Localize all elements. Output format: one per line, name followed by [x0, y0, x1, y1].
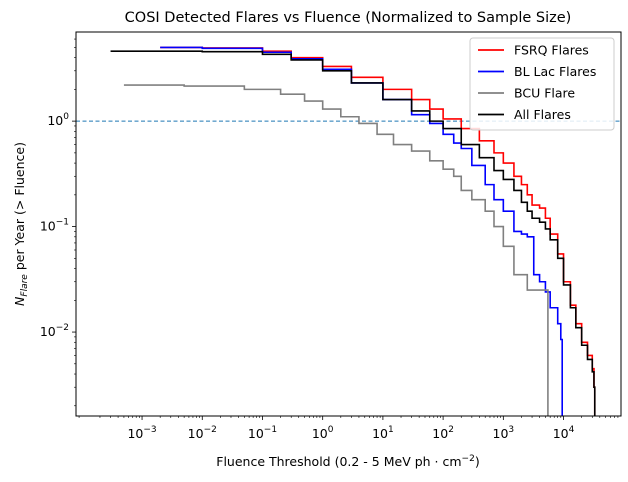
- x-axis-label-main: Fluence Threshold (0.2 - 5 MeV ph · cm: [216, 454, 461, 469]
- x-tick-label: 104: [553, 425, 575, 441]
- y-tick-label: 10−2: [40, 323, 69, 339]
- series-line-bl-lac-flares: [160, 46, 563, 416]
- y-axis-label: NFlare per Year (> Fluence): [12, 142, 30, 306]
- legend-label: BL Lac Flares: [514, 64, 596, 79]
- y-axis-label-main: N: [12, 296, 27, 306]
- x-tick-label: 100: [312, 425, 334, 441]
- series-layer: [110, 46, 596, 416]
- chart-title: COSI Detected Flares vs Fluence (Normali…: [125, 10, 572, 26]
- legend-label: All Flares: [514, 107, 571, 122]
- x-tick-label: 103: [493, 425, 515, 441]
- y-axis: 10−2 10−1 100: [40, 38, 76, 407]
- x-axis-label-end: ): [475, 454, 480, 469]
- x-tick-label: 101: [372, 425, 394, 441]
- legend-label: BCU Flare: [514, 86, 575, 101]
- x-axis: 10−3 10−2 10−1 100 101 102 103 104: [78, 416, 619, 441]
- y-axis-label-rest: per Year (> Fluence): [12, 142, 27, 274]
- y-axis-label-sub: Flare: [20, 274, 30, 297]
- plot-frame: [75, 31, 622, 417]
- series-line-all-flares: [110, 50, 596, 416]
- x-tick-label: 10−2: [188, 425, 217, 441]
- x-tick-label: 10−1: [248, 425, 277, 441]
- x-axis-label: Fluence Threshold (0.2 - 5 MeV ph · cm−2…: [216, 454, 479, 469]
- series-line-bcu-flare: [123, 84, 549, 416]
- y-tick-label: 10−1: [40, 218, 69, 234]
- x-tick-label: 10−3: [127, 425, 156, 441]
- y-tick-label: 100: [47, 112, 69, 128]
- legend-box: [469, 37, 615, 131]
- x-axis-label-sup: −2: [462, 454, 475, 464]
- x-tick-label: 102: [432, 425, 454, 441]
- legend: FSRQ Flares BL Lac Flares BCU Flare All Fla…: [469, 37, 615, 131]
- legend-label: FSRQ Flares: [514, 43, 589, 58]
